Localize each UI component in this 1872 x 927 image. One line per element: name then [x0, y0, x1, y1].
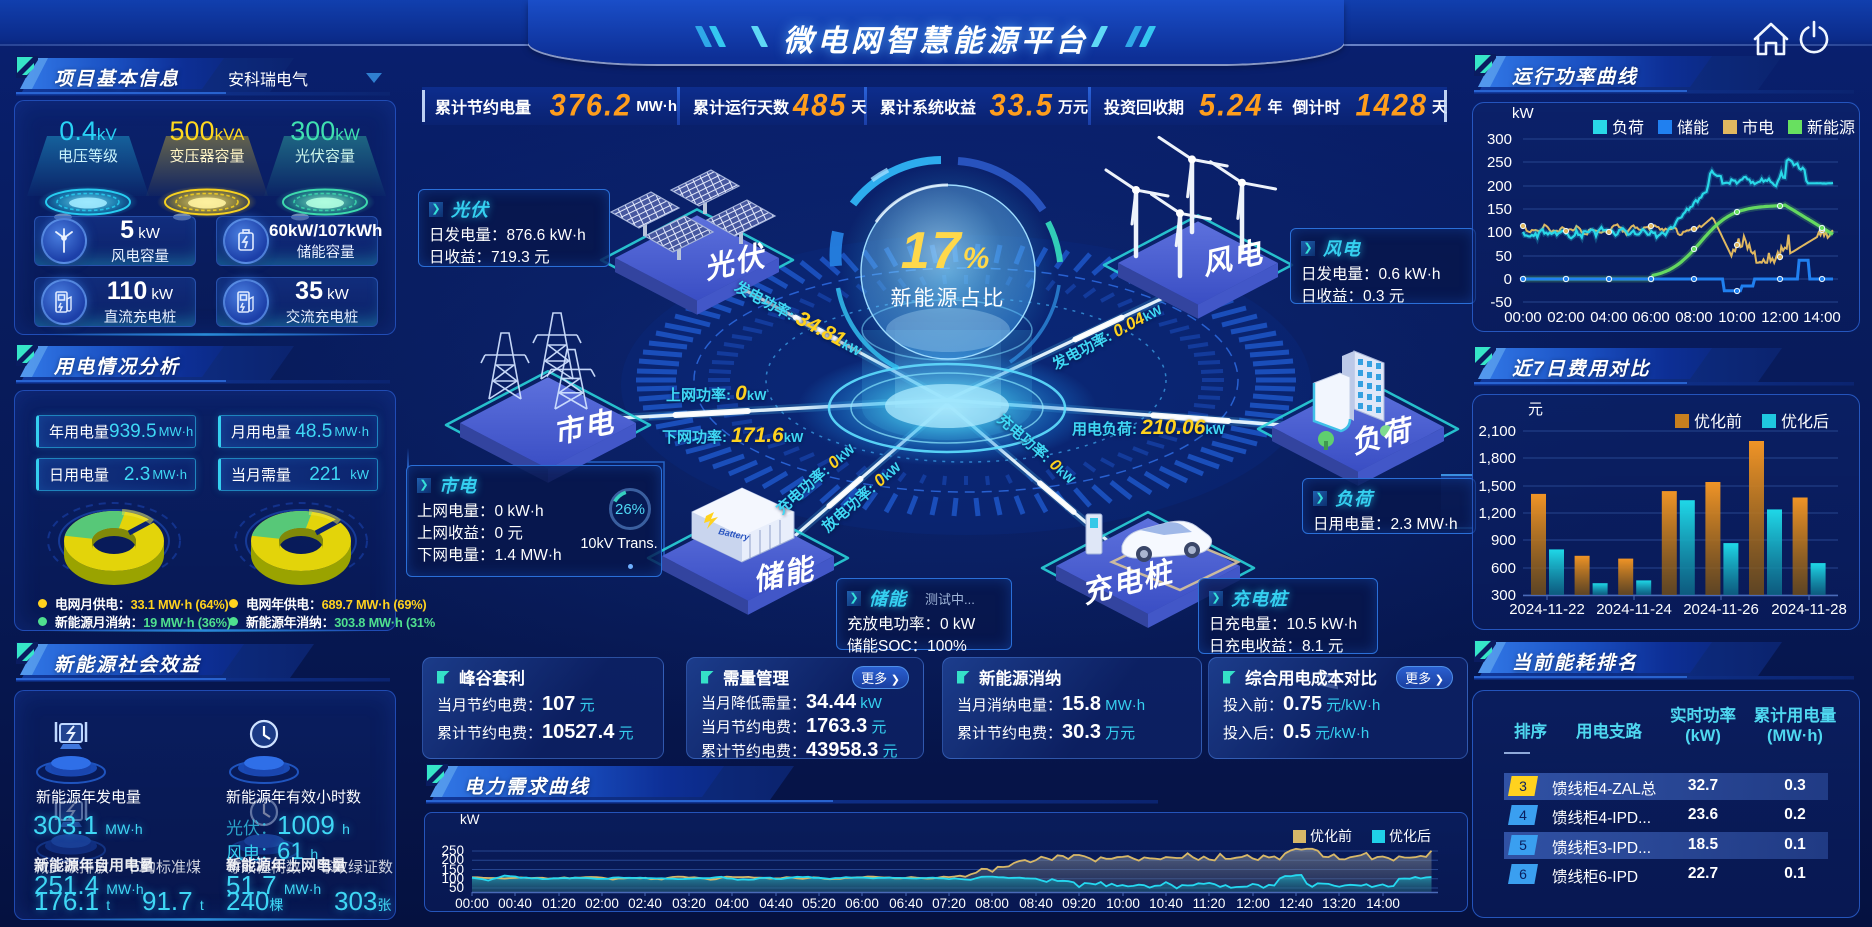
svg-text:1,500: 1,500 [1478, 478, 1516, 495]
svg-text:04:00: 04:00 [1590, 309, 1628, 326]
svg-text:2024-11-26: 2024-11-26 [1683, 601, 1759, 618]
svg-text:250: 250 [441, 843, 464, 858]
svg-text:100: 100 [441, 871, 464, 886]
svg-text:10:40: 10:40 [1149, 896, 1183, 911]
svg-text:01:20: 01:20 [542, 896, 576, 911]
svg-text:12:40: 12:40 [1279, 896, 1313, 911]
svg-text:0: 0 [1504, 271, 1512, 288]
svg-text:08:40: 08:40 [1019, 896, 1053, 911]
svg-text:元: 元 [1528, 401, 1543, 418]
svg-text:900: 900 [1491, 532, 1516, 549]
svg-text:10:00: 10:00 [1106, 896, 1140, 911]
svg-text:-50: -50 [1490, 294, 1512, 311]
svg-text:50: 50 [449, 880, 464, 895]
svg-text:市电: 市电 [1742, 119, 1774, 137]
svg-text:200: 200 [1487, 178, 1512, 195]
svg-text:14:00: 14:00 [1366, 896, 1400, 911]
svg-text:00:00: 00:00 [1504, 309, 1542, 326]
svg-text:50: 50 [1495, 248, 1512, 265]
svg-text:负荷: 负荷 [1612, 119, 1644, 137]
svg-text:03:20: 03:20 [672, 896, 706, 911]
svg-text:13:20: 13:20 [1322, 896, 1356, 911]
svg-text:新能源: 新能源 [1807, 119, 1855, 137]
svg-text:优化后: 优化后 [1781, 413, 1829, 431]
svg-text:09:20: 09:20 [1062, 896, 1096, 911]
svg-text:06:00: 06:00 [1632, 309, 1670, 326]
svg-text:12:00: 12:00 [1761, 309, 1799, 326]
svg-text:优化前: 优化前 [1310, 828, 1352, 844]
svg-text:14:00: 14:00 [1803, 309, 1841, 326]
svg-text:优化前: 优化前 [1694, 413, 1742, 431]
svg-text:10:00: 10:00 [1718, 309, 1756, 326]
svg-text:00:40: 00:40 [498, 896, 532, 911]
svg-text:04:00: 04:00 [715, 896, 749, 911]
svg-text:17%: 17% [901, 222, 992, 280]
svg-text:250: 250 [1487, 154, 1512, 171]
svg-text:2024-11-24: 2024-11-24 [1596, 601, 1672, 618]
svg-text:06:40: 06:40 [889, 896, 923, 911]
svg-text:kW: kW [460, 812, 480, 827]
svg-text:08:00: 08:00 [1675, 309, 1713, 326]
svg-text:150: 150 [1487, 201, 1512, 218]
svg-text:2,100: 2,100 [1478, 423, 1516, 440]
svg-text:02:00: 02:00 [1547, 309, 1585, 326]
svg-text:新能源占比: 新能源占比 [891, 287, 1006, 310]
svg-text:100: 100 [1487, 224, 1512, 241]
svg-text:05:20: 05:20 [802, 896, 836, 911]
svg-text:04:40: 04:40 [759, 896, 793, 911]
svg-text:600: 600 [1491, 560, 1516, 577]
svg-text:02:40: 02:40 [628, 896, 662, 911]
svg-text:2024-11-22: 2024-11-22 [1509, 601, 1585, 618]
svg-text:2024-11-28: 2024-11-28 [1771, 601, 1847, 618]
svg-text:1,200: 1,200 [1478, 505, 1516, 522]
svg-text:12:00: 12:00 [1236, 896, 1270, 911]
svg-text:00:00: 00:00 [455, 896, 489, 911]
svg-text:储能: 储能 [1677, 119, 1709, 137]
svg-text:300: 300 [1491, 587, 1516, 604]
svg-text:1,800: 1,800 [1478, 450, 1516, 467]
svg-text:150: 150 [441, 862, 464, 877]
svg-text:11:20: 11:20 [1193, 896, 1226, 911]
svg-text:200: 200 [441, 852, 464, 867]
svg-text:300: 300 [1487, 131, 1512, 148]
svg-text:08:00: 08:00 [975, 896, 1009, 911]
svg-text:06:00: 06:00 [845, 896, 879, 911]
svg-text:优化后: 优化后 [1389, 828, 1431, 844]
svg-text:kW: kW [1512, 105, 1535, 122]
svg-text:02:00: 02:00 [585, 896, 619, 911]
svg-text:07:20: 07:20 [932, 896, 966, 911]
